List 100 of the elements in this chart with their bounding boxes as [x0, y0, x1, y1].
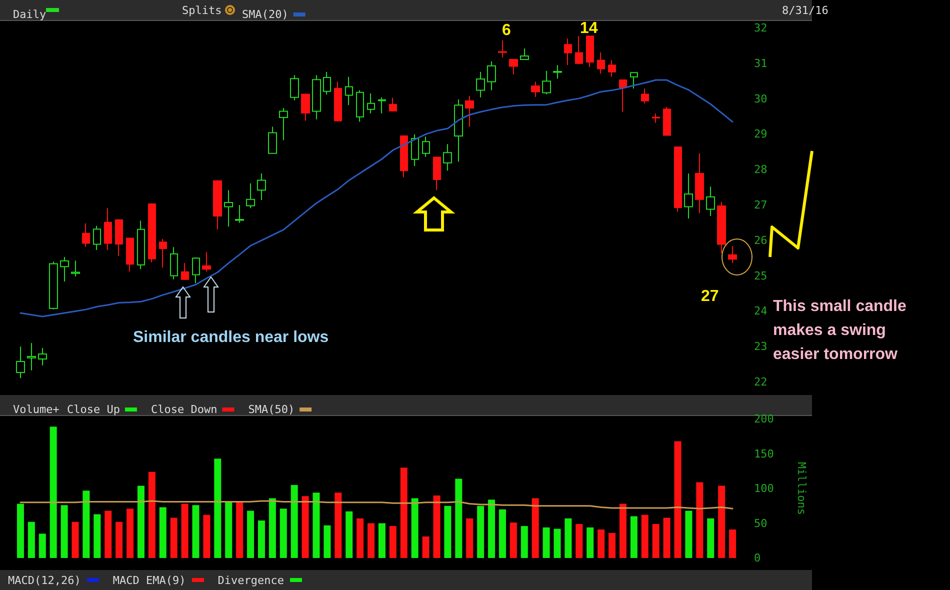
- bar: [466, 518, 474, 558]
- chart-title: Daily: [13, 8, 46, 21]
- candlestick: [16, 346, 25, 379]
- candlestick: [706, 186, 715, 216]
- bar: [368, 523, 375, 558]
- y-tick-label: 23: [754, 340, 768, 354]
- bar: [16, 504, 24, 558]
- y-tick-label: 22: [754, 376, 768, 388]
- bar: [652, 524, 660, 558]
- candlestick: [345, 76, 353, 106]
- bar: [50, 426, 57, 558]
- bar: [718, 486, 726, 558]
- candlestick: [531, 81, 540, 98]
- bar: [268, 498, 276, 558]
- bar: [422, 536, 430, 558]
- bar: [532, 498, 539, 558]
- candlestick: [235, 204, 244, 224]
- bar: [520, 526, 528, 558]
- text: Divergence: [218, 574, 284, 586]
- annotation: 14: [580, 20, 598, 38]
- text: This small candle makes a swing easier tomorrow: [773, 297, 908, 365]
- bar: [356, 518, 364, 558]
- candlestick: [564, 38, 572, 66]
- text: SMA(20): [242, 8, 288, 21]
- candlestick: [619, 79, 627, 112]
- y-tick-label: 25: [754, 269, 768, 282]
- candlestick: [301, 92, 310, 122]
- candlestick: [652, 112, 660, 124]
- candlestick: [104, 208, 112, 250]
- annotation: 6: [502, 22, 511, 40]
- y-tick-label: 26: [754, 234, 768, 247]
- bar: [433, 495, 440, 558]
- candlestick: [422, 136, 430, 158]
- bar: [444, 506, 452, 558]
- candlestick: [137, 220, 145, 270]
- y-tick-label: 29: [754, 128, 768, 141]
- candlestick: [148, 202, 156, 263]
- bar: [685, 510, 692, 558]
- candlestick: [684, 172, 693, 219]
- bar: [411, 498, 418, 558]
- candlestick: [586, 35, 594, 68]
- candlestick: [126, 237, 134, 272]
- candlestick: [608, 60, 616, 78]
- line-series: [20, 500, 734, 510]
- candlestick: [323, 71, 331, 96]
- candlestick: [575, 36, 583, 65]
- candlestick: [246, 182, 255, 209]
- candlestick: [520, 48, 529, 60]
- bar: [378, 523, 386, 558]
- bar: [247, 510, 254, 558]
- bar: [554, 528, 561, 558]
- candlestick: [433, 156, 441, 191]
- candlestick: [498, 40, 507, 58]
- candlestick: [389, 97, 397, 112]
- y-tick-label: 200: [754, 412, 774, 426]
- bar: [72, 522, 79, 558]
- candlestick: [181, 262, 189, 281]
- bar: [82, 490, 90, 558]
- bar: [236, 502, 244, 558]
- y-tick-label: 150: [754, 447, 774, 460]
- candlestick: [257, 172, 266, 201]
- candlestick: [476, 71, 485, 98]
- bar: [104, 510, 112, 558]
- bar: [192, 505, 200, 558]
- bar: [498, 509, 506, 558]
- candlestick: [717, 201, 726, 254]
- candlestick: [641, 88, 649, 104]
- candlestick: [312, 74, 321, 120]
- bar: [576, 524, 583, 558]
- bar: [159, 507, 166, 558]
- bar: [346, 511, 353, 558]
- y-tick-label: 50: [754, 516, 768, 530]
- candlestick: [411, 134, 419, 167]
- bar: [455, 478, 462, 558]
- candlestick: [192, 256, 200, 284]
- bar: [60, 505, 68, 558]
- bar: [312, 492, 320, 558]
- bar: [619, 504, 626, 558]
- bar: [586, 527, 594, 558]
- y-tick-label: 100: [754, 482, 774, 495]
- candlestick: [454, 99, 463, 162]
- bar: [729, 530, 736, 558]
- text: Splits: [182, 4, 222, 17]
- bar: [137, 486, 144, 558]
- bar: [290, 485, 298, 558]
- bar: [564, 518, 572, 558]
- candlestick: [170, 246, 178, 280]
- bar: [641, 514, 648, 558]
- bar: [302, 496, 309, 558]
- candlestick: [60, 256, 69, 282]
- bar: [400, 468, 408, 558]
- bar: [608, 532, 616, 558]
- candlestick: [93, 225, 101, 250]
- y-tick-label: 0: [754, 552, 761, 564]
- candlestick: [159, 238, 167, 268]
- y-tick-label: 32: [754, 22, 768, 34]
- annotation: Similar candles near lows: [133, 329, 329, 347]
- bar: [258, 520, 265, 558]
- bar: [674, 441, 682, 558]
- candlestick: [553, 64, 562, 80]
